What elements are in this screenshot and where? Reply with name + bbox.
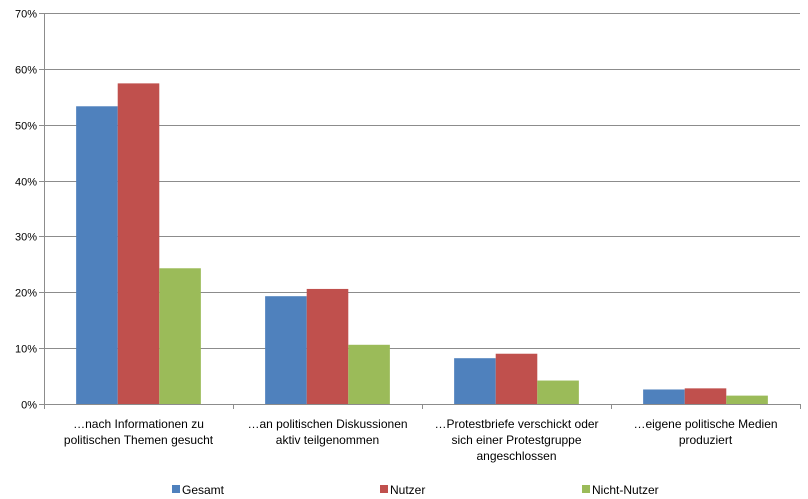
legend-label: Gesamt	[182, 483, 225, 497]
x-category-label: …Protestbriefe verschickt oder	[434, 417, 598, 431]
legend-swatch	[172, 485, 180, 493]
x-category-label: …an politischen Diskussionen	[247, 417, 407, 431]
y-tick-label: 20%	[15, 288, 37, 300]
y-tick-label: 50%	[15, 121, 37, 133]
legend-swatch	[582, 485, 590, 493]
axes	[44, 13, 801, 409]
y-tick-label: 0%	[21, 400, 37, 412]
y-tick-label: 40%	[15, 177, 37, 189]
bar-gesamt	[265, 296, 307, 404]
bar-gesamt	[643, 389, 685, 404]
x-category-label: aktiv teilgenommen	[276, 433, 379, 447]
y-tick-label: 70%	[15, 9, 37, 21]
bar-nutzer	[684, 388, 727, 404]
legend-label: Nutzer	[390, 483, 425, 497]
x-axis-categories: …nach Informationen zu politischen Themen…	[64, 417, 778, 463]
y-tick-label: 60%	[15, 65, 37, 77]
bar-nicht-nutzer	[726, 395, 768, 404]
bar-nicht-nutzer	[537, 380, 579, 404]
legend-label: Nicht-Nutzer	[592, 483, 659, 497]
x-category-label: sich einer Protestgruppe	[451, 433, 581, 447]
y-tick-label: 10%	[15, 344, 37, 356]
x-category-label: …eigene politische Medien	[633, 417, 777, 431]
bar-gesamt	[76, 106, 118, 404]
x-category-label: angeschlossen	[476, 449, 556, 463]
bar-nutzer	[306, 288, 349, 404]
bar-nutzer	[495, 353, 538, 404]
legend: Gesamt Nutzer Nicht-Nutzer	[172, 483, 659, 497]
x-category-label: politischen Themen gesucht	[64, 433, 214, 447]
bars	[76, 83, 768, 404]
bar-nicht-nutzer	[159, 268, 201, 404]
x-category-label: produziert	[679, 433, 733, 447]
x-category-label: …nach Informationen zu	[73, 417, 204, 431]
y-tick-label: 30%	[15, 232, 37, 244]
y-axis-ticks: 0% 10% 20% 30% 40% 50% 60% 70%	[15, 9, 44, 412]
bar-gesamt	[454, 358, 496, 404]
bar-nutzer	[117, 83, 160, 404]
legend-swatch	[380, 485, 388, 493]
bar-nicht-nutzer	[348, 344, 390, 404]
